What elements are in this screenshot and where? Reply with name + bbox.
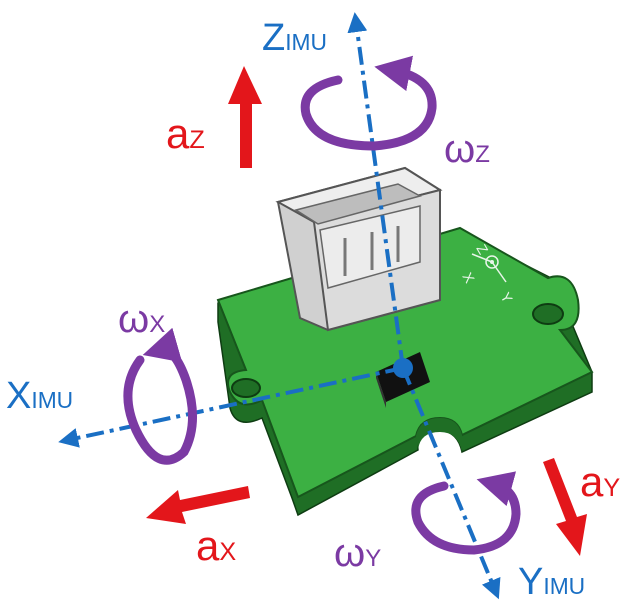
y-imu-label: YIMU (518, 561, 585, 603)
mounting-hole-right (532, 303, 564, 325)
omega-z-label: ωZ (444, 127, 490, 171)
z-imu-axis (347, 12, 405, 369)
a-x-label: aX (196, 522, 236, 569)
imu-origin-dot (393, 358, 413, 378)
connector-pins (343, 226, 400, 276)
omega-z-rotation-icon (300, 55, 437, 151)
a-y-arrow-icon (543, 458, 587, 556)
x-imu-axis (58, 366, 404, 448)
a-z-arrow-icon (228, 66, 262, 168)
x-imu-label: XIMU (6, 375, 73, 417)
imu-axes (58, 12, 501, 600)
z-imu-label: ZIMU (262, 17, 327, 59)
a-y-label: aY (580, 458, 620, 505)
connector (275, 166, 443, 332)
mounting-hole-left (231, 378, 261, 398)
board-notch (416, 418, 462, 452)
a-z-label: aZ (166, 110, 205, 157)
acceleration-arrows (146, 66, 587, 556)
y-imu-axis (401, 367, 501, 600)
omega-x-rotation-icon (123, 327, 198, 465)
axis-labels: ZIMU XIMU YIMU aZ aX aY ωZ ωX ωY (6, 17, 620, 603)
rotation-arrows (123, 55, 521, 555)
omega-y-label: ωY (334, 531, 381, 575)
a-x-arrow-icon (146, 486, 250, 524)
omega-y-rotation-icon (411, 471, 521, 555)
omega-x-label: ωX (118, 297, 165, 341)
